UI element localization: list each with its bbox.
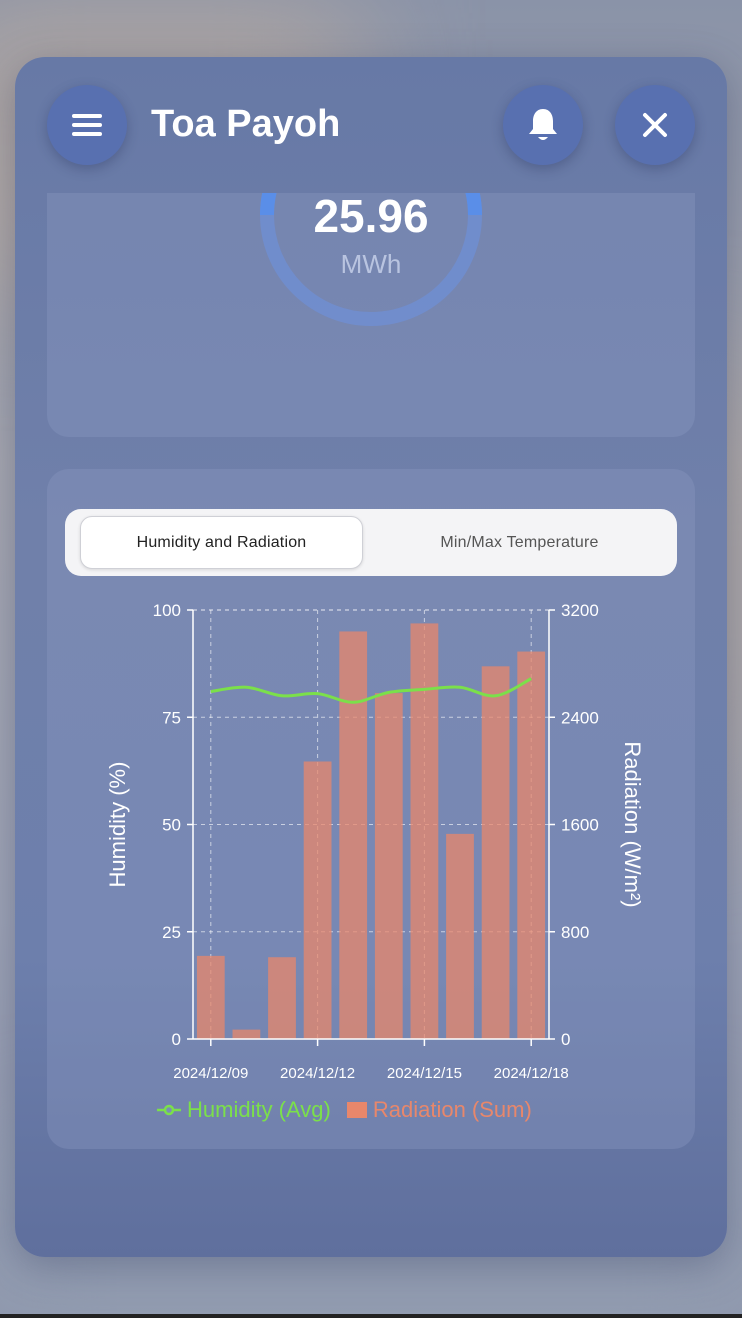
menu-button[interactable] bbox=[47, 85, 127, 165]
legend-radiation-label: Radiation (Sum) bbox=[372, 1097, 532, 1122]
hamburger-menu-icon bbox=[72, 114, 102, 136]
y-tick-label-left: 75 bbox=[162, 708, 181, 727]
radiation-bar bbox=[446, 833, 474, 1039]
notifications-button[interactable] bbox=[503, 85, 583, 165]
radiation-bar bbox=[339, 631, 368, 1039]
y-tick-label-left: 100 bbox=[153, 601, 181, 620]
y-tick-label-left: 25 bbox=[162, 923, 181, 942]
radiation-bar bbox=[196, 955, 225, 1039]
radiation-bar bbox=[410, 623, 439, 1039]
energy-gauge bbox=[260, 193, 482, 326]
radiation-bar bbox=[303, 761, 332, 1039]
legend-humidity[interactable]: Humidity (Avg) bbox=[157, 1097, 331, 1123]
x-tick-label: 2024/12/15 bbox=[387, 1065, 462, 1082]
legend-radiation[interactable]: Radiation (Sum) bbox=[346, 1097, 532, 1123]
bell-icon bbox=[529, 109, 557, 140]
y-tick-label-left: 0 bbox=[172, 1030, 181, 1049]
humidity-radiation-chart: 0 25 50 75 100 0 800 1600 2400 3200 2024/12/09 2024… bbox=[105, 601, 645, 1082]
y-tick-label-right: 0 bbox=[561, 1030, 570, 1049]
y-tick-label-right: 1600 bbox=[561, 816, 599, 835]
chart-tabs: Humidity and Radiation Min/Max Temperatu… bbox=[65, 509, 677, 576]
close-icon bbox=[643, 113, 667, 137]
energy-value: 25.96 bbox=[313, 193, 429, 242]
page-title: Toa Payoh bbox=[151, 103, 341, 145]
chart-legend: Humidity (Avg) Radiation (Sum) bbox=[157, 1097, 532, 1123]
y-tick-label-left: 50 bbox=[162, 816, 181, 835]
energy-unit: MWh bbox=[340, 249, 402, 279]
line-marker-icon bbox=[157, 1104, 181, 1116]
energy-card: 25.96 MWh bbox=[47, 193, 695, 437]
radiation-bar bbox=[268, 957, 296, 1039]
radiation-bar bbox=[517, 651, 546, 1039]
legend-humidity-label: Humidity (Avg) bbox=[187, 1097, 331, 1122]
radiation-bar bbox=[374, 693, 403, 1039]
radiation-bar bbox=[232, 1029, 261, 1039]
x-tick-label: 2024/12/09 bbox=[173, 1065, 248, 1082]
location-panel: Toa Payoh 25.96 MWh Humidity and Radiati… bbox=[15, 57, 727, 1257]
y-axis-title-left: Humidity (%) bbox=[105, 762, 130, 888]
y-tick-label-right: 2400 bbox=[561, 708, 599, 727]
radiation-bar bbox=[481, 666, 510, 1039]
weather-chart-card: Humidity and Radiation Min/Max Temperatu… bbox=[47, 469, 695, 1149]
bar-marker-icon bbox=[346, 1102, 367, 1118]
tab-humidity-radiation[interactable]: Humidity and Radiation bbox=[80, 516, 363, 569]
tab-min-max-temperature[interactable]: Min/Max Temperature bbox=[440, 533, 599, 551]
y-tick-label-right: 800 bbox=[561, 923, 589, 942]
close-button[interactable] bbox=[615, 85, 695, 165]
x-tick-label: 2024/12/12 bbox=[280, 1065, 355, 1082]
x-tick-label: 2024/12/18 bbox=[494, 1065, 569, 1082]
y-axis-title-right: Radiation (W/m²) bbox=[620, 741, 645, 907]
humidity-line bbox=[210, 677, 532, 704]
y-tick-label-right: 3200 bbox=[561, 601, 599, 620]
